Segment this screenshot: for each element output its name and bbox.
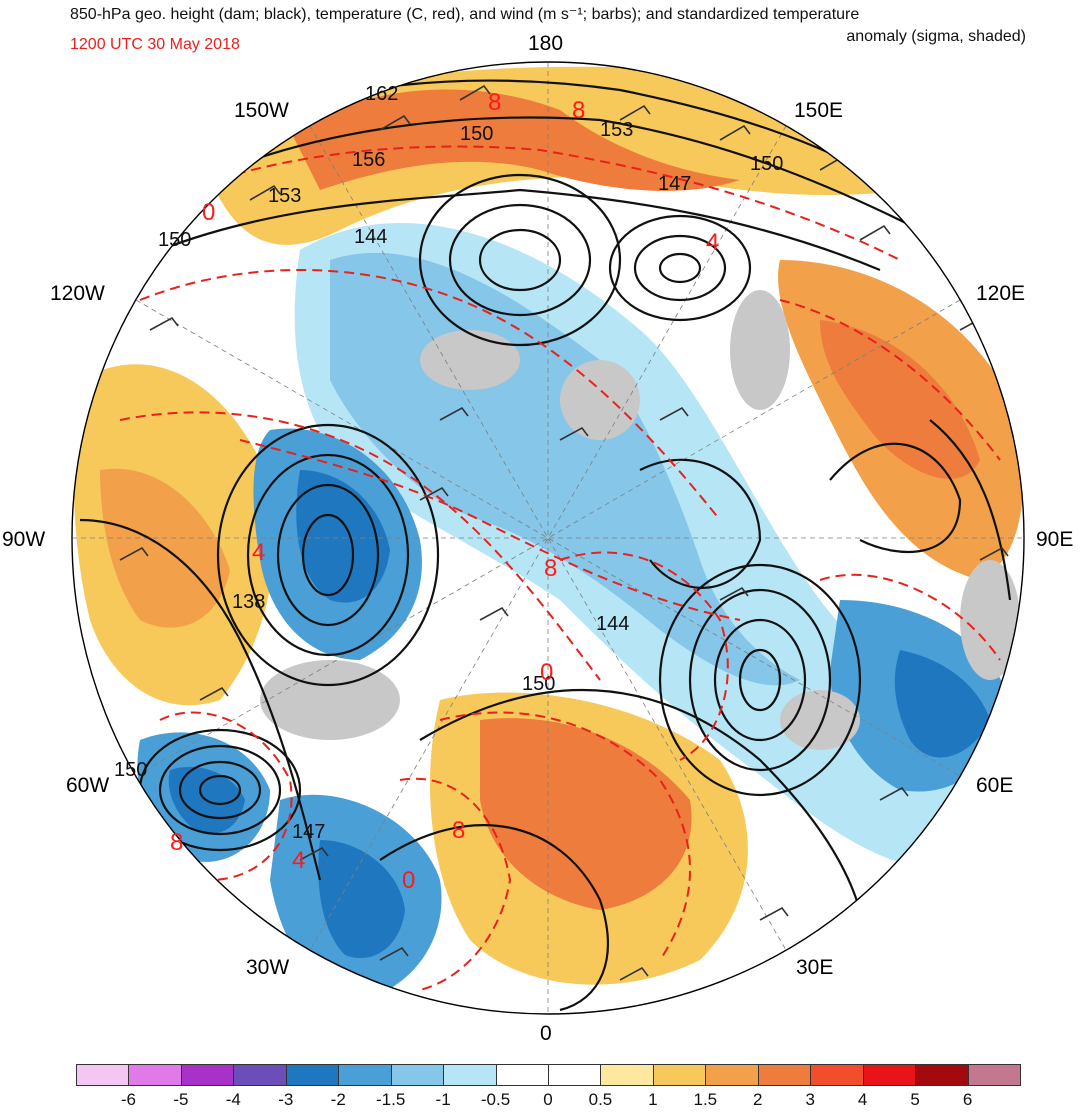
map-boundary — [71, 61, 1025, 1015]
colorbar-swatch — [652, 1064, 707, 1086]
longitude-label-60w: 60W — [66, 774, 109, 797]
height-label: 147 — [292, 821, 325, 843]
colorbar-tick-label: -4 — [225, 1090, 241, 1109]
temperature-label: 4 — [706, 229, 719, 256]
temperature-contours — [119, 145, 1001, 991]
colorbar-swatch — [338, 1064, 392, 1086]
colorbar-tick-label: 5 — [910, 1090, 920, 1109]
height-label: 144 — [596, 613, 629, 635]
longitude-label-60e: 60E — [976, 774, 1013, 797]
colorbar-swatch — [548, 1064, 602, 1086]
colorbar-swatch — [967, 1064, 1021, 1086]
colorbar-tick-label: 2 — [753, 1090, 763, 1109]
temperature-label: 0 — [540, 659, 553, 686]
height-label: 150 — [114, 759, 147, 781]
colorbar-swatch — [810, 1064, 864, 1086]
longitude-labels: 180 150E 120E 90E 60E 30E 0 30W 60W 90W … — [2, 32, 1073, 1045]
height-label: 150 — [460, 123, 493, 145]
temperature-label: 0 — [402, 867, 415, 894]
height-label: 147 — [658, 173, 691, 195]
colorbar-tick-label: -5 — [173, 1090, 189, 1109]
height-contour-labels: 162 156 153 150 144 150 153 147 150 138 … — [114, 83, 783, 843]
colorbar-swatch — [390, 1064, 445, 1086]
temperature-label: 8 — [170, 829, 183, 856]
colorbar-tick-label: -6 — [120, 1090, 136, 1109]
height-label: 150 — [158, 229, 191, 251]
height-label: 144 — [354, 226, 387, 248]
longitude-label-150e: 150E — [794, 99, 843, 122]
longitude-label-120e: 120E — [976, 282, 1025, 305]
colorbar-tick-label: 4 — [857, 1090, 868, 1109]
valid-time: 1200 UTC 30 May 2018 — [70, 36, 240, 53]
colorbar-tick-label: 0.5 — [588, 1090, 613, 1109]
colorbar-swatch — [180, 1064, 235, 1086]
temperature-label: 8 — [452, 817, 465, 844]
longitude-label-180: 180 — [528, 32, 563, 55]
colorbar-swatch — [128, 1064, 182, 1086]
map-title: 850-hPa geo. height (dam; black), temper… — [70, 6, 860, 23]
height-label: 150 — [522, 673, 555, 695]
graticule — [72, 62, 1024, 1014]
colorbar-swatch — [495, 1064, 549, 1086]
colorbar-swatch — [233, 1064, 287, 1086]
longitude-label-90w: 90W — [2, 528, 45, 551]
height-label: 150 — [750, 153, 783, 175]
colorbar-swatch — [76, 1064, 130, 1086]
colorbar-tick-label: 0 — [543, 1090, 553, 1109]
height-label: 153 — [268, 185, 301, 207]
colorbar-swatch — [862, 1064, 917, 1086]
temperature-label: 4 — [252, 539, 265, 566]
longitude-label-150w: 150W — [234, 99, 289, 122]
colorbar-tick-label: 6 — [962, 1090, 973, 1109]
longitude-label-30e: 30E — [796, 956, 833, 979]
temperature-label: 8 — [544, 555, 557, 582]
colorbar-tick-label: -0.5 — [480, 1090, 511, 1109]
temperature-label: 8 — [488, 89, 501, 116]
longitude-label-30w: 30W — [246, 956, 289, 979]
colorbar-swatch — [443, 1064, 497, 1086]
height-label: 153 — [600, 119, 633, 141]
colorbar-swatch — [757, 1064, 812, 1086]
colorbar-swatch — [705, 1064, 759, 1086]
longitude-label-120w: 120W — [50, 282, 105, 305]
colorbar-swatch — [285, 1064, 340, 1086]
colorbar-swatch — [600, 1064, 654, 1086]
temperature-label: 4 — [292, 847, 305, 874]
colorbar-tick-label: -1 — [435, 1090, 451, 1109]
colorbar-swatch — [915, 1064, 969, 1086]
temperature-contour-labels: 8 8 0 4 4 8 0 8 0 8 4 — [170, 89, 719, 894]
colorbar-tick-label: -3 — [278, 1090, 294, 1109]
map-title-continued: anomaly (sigma, shaded) — [846, 28, 1026, 45]
colorbar-tick-label: 1 — [648, 1090, 658, 1109]
temperature-label: 8 — [572, 97, 585, 124]
temperature-label: 0 — [202, 199, 215, 226]
colorbar-tick-label: -1.5 — [376, 1090, 406, 1109]
colorbar-tick-label: 3 — [805, 1090, 815, 1109]
longitude-label-0: 0 — [540, 1022, 552, 1045]
longitude-label-90e: 90E — [1036, 528, 1073, 551]
height-label: 162 — [365, 83, 398, 105]
colorbar-tick-label: -2 — [330, 1090, 346, 1109]
height-label: 138 — [232, 591, 265, 613]
colorbar-tick-label: 1.5 — [693, 1090, 718, 1109]
height-label: 156 — [352, 149, 385, 171]
